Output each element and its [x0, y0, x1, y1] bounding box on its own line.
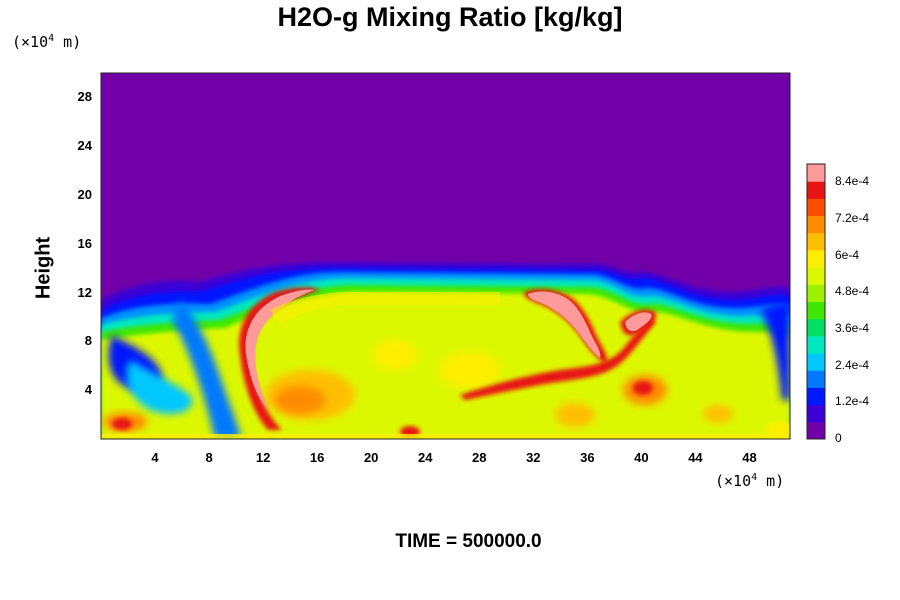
colorbar-swatch: [807, 215, 825, 234]
x-tick-label: 36: [580, 450, 595, 465]
x-tick-label: 12: [255, 450, 271, 465]
x-tick-label: 44: [688, 450, 703, 465]
mixing-ratio-field: [101, 73, 790, 439]
x-tick-label: 24: [418, 450, 433, 465]
x-tick-label: 4: [151, 450, 159, 465]
x-tick-label: 48: [742, 450, 757, 465]
x-tick-label: 16: [309, 450, 325, 465]
colorbar-swatch: [807, 370, 825, 388]
y-tick-label: 20: [77, 187, 92, 202]
colorbar-swatch: [807, 353, 825, 371]
y-axis-unit: (×104 m): [12, 33, 82, 51]
colorbar-swatch: [807, 284, 825, 302]
colorbar-tick-label: 1.2e-4: [835, 394, 870, 409]
time-label: TIME = 500000.0: [395, 531, 542, 552]
colorbar-swatch: [807, 387, 825, 406]
colorbar-tick-label: 2.4e-4: [835, 357, 870, 372]
colorbar-tick-label: 8.4e-4: [835, 174, 870, 189]
colorbar-swatch: [807, 421, 825, 440]
colorbar-swatch: [807, 301, 825, 320]
plot-frame: [100, 72, 791, 440]
colorbar-frame: [806, 163, 826, 440]
y-tick-label: 12: [77, 284, 92, 300]
x-tick-label: 8: [205, 450, 213, 465]
colorbar-swatch: [807, 232, 825, 251]
colorbar-swatch: [807, 335, 825, 354]
x-axis-unit: (×104 m): [715, 472, 785, 490]
x-tick-label: 32: [526, 450, 541, 465]
x-tick-label: 28: [472, 450, 487, 465]
colorbar-tick-label: 0: [835, 431, 842, 445]
colorbar-swatch: [807, 181, 825, 199]
x-tick-label: 20: [363, 450, 379, 465]
colorbar-tick-label: 4.8e-4: [835, 284, 870, 299]
colorbar-swatch: [807, 198, 825, 217]
y-tick-label: 28: [77, 89, 92, 105]
y-tick-label: 24: [77, 138, 92, 154]
x-tick-label: 40: [634, 450, 649, 465]
colorbar-tick-label: 7.2e-4: [835, 211, 870, 225]
colorbar-swatch: [807, 404, 825, 423]
colorbar-swatch: [807, 267, 825, 285]
colorbar-swatch: [807, 164, 825, 182]
y-tick-label: 4: [84, 382, 92, 398]
colorbar-swatch: [807, 249, 825, 268]
chart-title: H2O-g Mixing Ratio [kg/kg]: [277, 2, 623, 32]
y-tick-label: 8: [84, 333, 92, 349]
y-tick-label: 16: [77, 235, 92, 251]
colorbar-tick-label: 6e-4: [835, 247, 860, 262]
colorbar-swatch: [807, 318, 825, 337]
colorbar: [807, 164, 825, 440]
colorbar-tick-label: 3.6e-4: [835, 321, 870, 335]
